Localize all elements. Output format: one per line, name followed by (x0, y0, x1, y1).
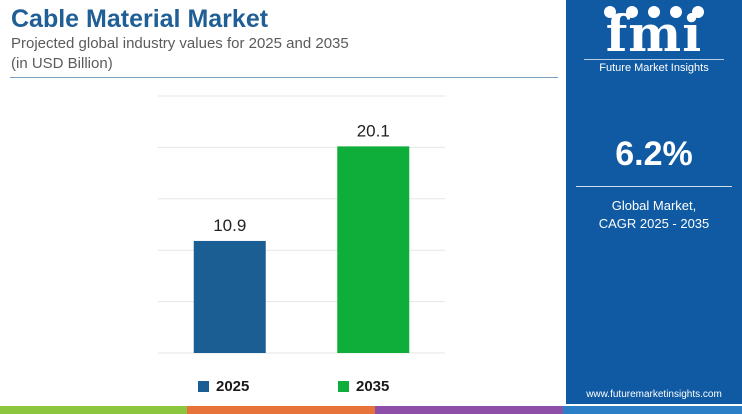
logo-icons (604, 6, 704, 18)
brand-panel: fmi Future Market Insights 6.2% Global M… (566, 0, 742, 404)
bar-chart: 10.9 20.1 (158, 95, 445, 354)
bottom-bar-segment (187, 406, 375, 414)
cagr-label-line1: Global Market, (611, 198, 697, 213)
logo-dot-icon (692, 6, 704, 18)
legend-label-2025: 2025 (216, 377, 250, 395)
logo-dot-icon (604, 6, 616, 18)
data-label-2025: 10.9 (213, 216, 246, 235)
cagr-value: 6.2% (615, 135, 693, 173)
legend-swatch-2025 (198, 380, 209, 392)
bar-2025 (193, 240, 266, 353)
fmi-logo: fmi (605, 4, 703, 63)
bottom-bar-segment (0, 406, 187, 414)
legend-swatch-2035 (338, 380, 349, 392)
legend-label-2035: 2035 (356, 377, 390, 395)
cagr-label-line2: CAGR 2025 - 2035 (598, 216, 710, 231)
logo-dot-icon (648, 6, 660, 18)
bottom-bar-segment (375, 406, 563, 414)
legend-item-2025: 2025 (198, 377, 249, 395)
legend-item-2035: 2035 (338, 377, 389, 395)
header-divider (10, 77, 558, 78)
website-link[interactable]: www.futuremarketinsights.com (586, 389, 722, 400)
logo-dot-icon (626, 6, 638, 18)
logo-subtitle: Future Market Insights (599, 62, 709, 74)
chart-unit-label: (in USD Billion) (11, 55, 113, 72)
chart-title: Cable Material Market (11, 5, 269, 33)
chart-subtitle: Projected global industry values for 202… (11, 35, 349, 52)
bar-2035 (337, 146, 410, 353)
bottom-color-bar (0, 406, 742, 414)
cagr-divider (576, 186, 732, 187)
logo-dot-icon (670, 6, 682, 18)
logo-divider (584, 59, 724, 60)
bottom-bar-segment (563, 406, 742, 414)
data-label-2035: 20.1 (357, 121, 390, 140)
